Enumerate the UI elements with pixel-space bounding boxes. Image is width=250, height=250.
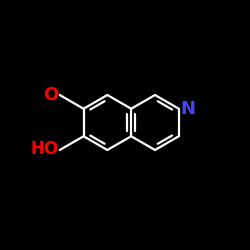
- Text: HO: HO: [30, 140, 58, 158]
- Text: N: N: [180, 100, 195, 118]
- Text: O: O: [43, 86, 59, 104]
